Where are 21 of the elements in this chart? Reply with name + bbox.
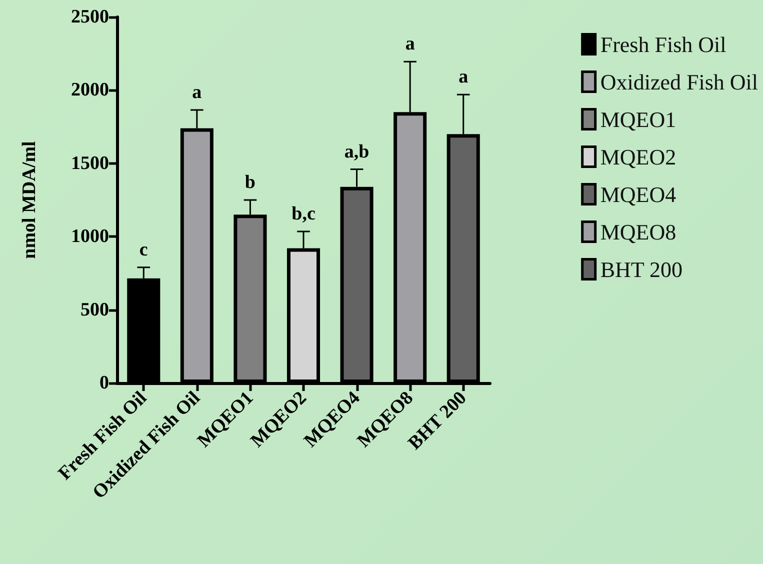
y-tick-label: 0	[100, 372, 109, 394]
legend-label: MQEO4	[600, 182, 676, 207]
legend-label: MQEO8	[600, 219, 676, 244]
y-tick-label: 2000	[71, 80, 109, 101]
y-axis-title: nmol MDA/ml	[19, 141, 40, 259]
annotation: c	[139, 239, 148, 260]
annotation: b	[244, 172, 256, 193]
legend-label: BHT 200	[600, 256, 682, 282]
legend-label: Oxidized Fish Oil	[600, 69, 758, 94]
y-tick-label: 1000	[71, 226, 109, 248]
y-tick-label: 1500	[71, 152, 109, 174]
legend-label: MQEO1	[600, 106, 676, 132]
legend-label: MQEO2	[600, 144, 676, 170]
y-tick-label: 2500	[71, 6, 109, 28]
annotation: a	[405, 34, 416, 55]
annotation: b,c	[292, 203, 316, 224]
legend-label: Fresh Fish Oil	[600, 32, 726, 57]
annotation: a	[458, 66, 469, 88]
y-tick-label: 500	[80, 299, 109, 320]
annotation: a	[192, 82, 202, 103]
annotation: a,b	[344, 141, 370, 162]
